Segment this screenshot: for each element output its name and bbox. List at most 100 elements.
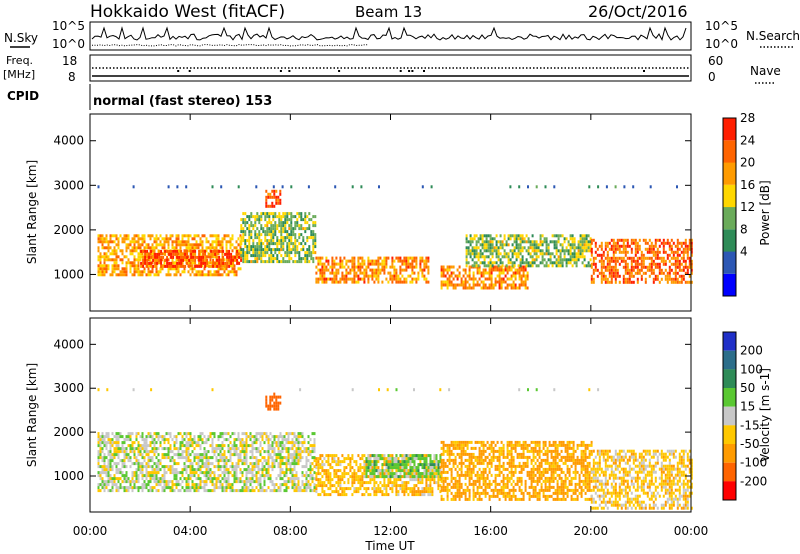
heatmap-cell [484, 277, 487, 281]
heatmap-cell [335, 490, 338, 494]
heatmap-cell [623, 185, 626, 189]
heatmap-cell [266, 248, 269, 252]
heatmap-cell [646, 250, 649, 254]
heatmap-cell [203, 486, 206, 490]
heatmap-cell [217, 465, 220, 469]
heatmap-cell [279, 401, 282, 405]
heatmap-cell [666, 253, 669, 257]
heatmap-cell [291, 474, 294, 478]
heatmap-cell [145, 477, 148, 481]
heatmap-cell [301, 465, 304, 469]
heatmap-cell [521, 237, 524, 241]
heatmap-cell [160, 264, 163, 268]
heatmap-cell [192, 252, 195, 256]
heatmap-cell [630, 271, 633, 275]
heatmap-cell [242, 212, 245, 216]
heatmap-cell [389, 457, 392, 461]
heatmap-cell [307, 483, 310, 487]
heatmap-cell [143, 486, 146, 490]
heatmap-cell [616, 244, 619, 248]
heatmap-cell [191, 486, 194, 490]
heatmap-cell [567, 252, 570, 256]
heatmap-cell [660, 259, 663, 263]
heatmap-cell [235, 468, 238, 472]
heatmap-cell [149, 432, 152, 436]
heatmap-cell [652, 277, 655, 281]
heatmap-cell [265, 398, 268, 402]
heatmap-cell [254, 215, 257, 219]
heatmap-cell [282, 224, 285, 228]
heatmap-cell [285, 486, 288, 490]
heatmap-cell [367, 259, 370, 263]
heatmap-cell [563, 249, 566, 253]
heatmap-cell [241, 432, 244, 436]
heatmap-cell [363, 487, 366, 491]
heatmap-cell [569, 261, 572, 265]
heatmap-cell [401, 274, 404, 278]
heatmap-cell [517, 264, 520, 268]
heatmap-cell [249, 456, 252, 460]
heatmap-cell [297, 477, 300, 481]
heatmap-cell [345, 268, 348, 272]
heatmap-cell [282, 245, 285, 249]
heatmap-cell [113, 435, 116, 439]
heatmap-cell [300, 215, 303, 219]
heatmap-cell [289, 447, 292, 451]
heatmap-cell [421, 271, 424, 275]
heatmap-cell [161, 453, 164, 457]
heatmap-cell [294, 260, 297, 264]
heatmap-cell [119, 459, 122, 463]
heatmap-cell [293, 489, 296, 493]
heatmap-cell [209, 477, 212, 481]
heatmap-cell [115, 252, 118, 256]
heatmap-cell [247, 465, 250, 469]
heatmap-cell [287, 477, 290, 481]
heatmap-cell [239, 489, 242, 493]
heatmap-cell [151, 447, 154, 451]
heatmap-cell [385, 493, 388, 497]
heatmap-cell [464, 280, 467, 284]
heatmap-cell [119, 249, 122, 253]
heatmap-cell [351, 256, 354, 260]
heatmap-cell [269, 480, 272, 484]
heatmap-cell [551, 252, 554, 256]
heatmap-cell [105, 264, 108, 268]
heatmap-cell [612, 250, 615, 254]
heatmap-cell [167, 450, 170, 454]
heatmap-cell [216, 258, 219, 262]
heatmap-cell [369, 475, 372, 479]
heatmap-cell [127, 453, 130, 457]
heatmap-cell [194, 261, 197, 265]
heatmap-cell [579, 249, 582, 253]
heatmap-cell [237, 480, 240, 484]
heatmap-cell [199, 270, 202, 274]
heatmap-cell [113, 462, 116, 466]
heatmap-cell [155, 246, 158, 250]
heatmap-cell [464, 268, 467, 272]
heatmap-cell [257, 462, 260, 466]
heatmap-cell [561, 243, 564, 247]
heatmap-cell [483, 234, 486, 238]
heatmap-cell [341, 472, 344, 476]
heatmap-cell [290, 251, 293, 255]
heatmap-cell [481, 234, 484, 238]
heatmap-cell [167, 273, 170, 277]
heatmap-cell [195, 246, 198, 250]
heatmap-cell [301, 450, 304, 454]
heatmap-cell [115, 465, 118, 469]
heatmap-cell [245, 480, 248, 484]
heatmap-cell [387, 256, 390, 260]
heatmap-cell [393, 277, 396, 281]
heatmap-cell [321, 463, 324, 467]
heatmap-cell [494, 277, 497, 281]
heatmap-cell [515, 243, 518, 247]
heatmap-cell [167, 456, 170, 460]
heatmap-cell [555, 252, 558, 256]
heatmap-cell [567, 249, 570, 253]
heatmap-cell [201, 264, 204, 268]
heatmap-cell [634, 262, 637, 266]
heatmap-cell [656, 274, 659, 278]
heatmap-cell [97, 450, 100, 454]
heatmap-cell [485, 234, 488, 238]
heatmap-cell [227, 486, 230, 490]
